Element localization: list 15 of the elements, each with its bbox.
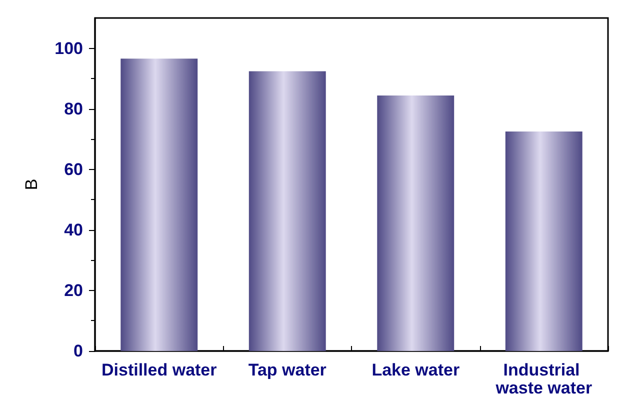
x-tick-label: Industrial waste water — [494, 360, 592, 398]
bar — [248, 71, 326, 351]
y-tick-label: 40 — [64, 220, 83, 240]
y-tick-label: 0 — [74, 342, 83, 360]
y-tick-label: 80 — [64, 99, 83, 118]
x-tick-label: Tap water — [248, 360, 327, 380]
bar — [120, 58, 198, 351]
y-tick-label: 20 — [64, 280, 83, 300]
y-tick-label: 60 — [64, 160, 83, 179]
x-tick-label: Lake water — [372, 360, 460, 380]
x-tick-label: Distilled water — [101, 360, 218, 380]
y-tick-label: 100 — [54, 38, 83, 58]
bar — [377, 96, 454, 351]
bar — [505, 132, 582, 351]
y-axis-title: B — [22, 178, 41, 190]
